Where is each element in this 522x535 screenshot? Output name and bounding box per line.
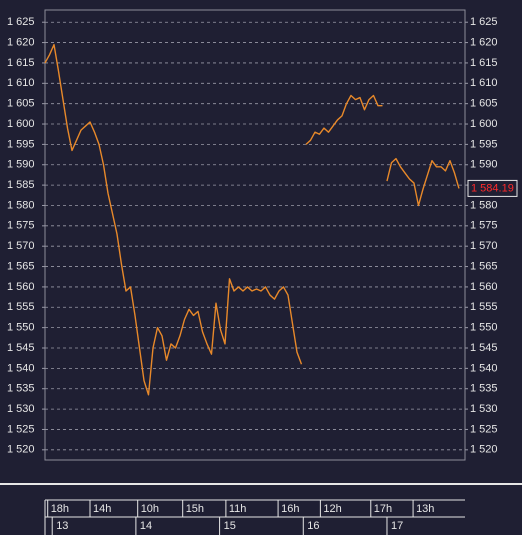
y-tick-label: 1 620 [7,36,35,48]
price-line [44,43,303,396]
y-tick-label: 1 595 [470,138,498,150]
y-tick-label: 1 580 [7,199,35,211]
x-tick-label: 10h [141,503,159,515]
y-tick-label: 1 530 [470,403,498,415]
date-label: 17 [391,520,403,532]
y-tick-label: 1 575 [470,220,498,232]
y-tick-label: 1 590 [470,159,498,171]
y-tick-label: 1 560 [470,281,498,293]
date-label: 14 [140,520,152,532]
y-tick-label: 1 565 [7,260,35,272]
y-tick-label: 1 615 [7,57,35,69]
price-line [386,157,460,207]
y-tick-label: 1 625 [470,16,498,28]
date-label: 16 [307,520,319,532]
y-tick-label: 1 580 [470,199,498,211]
y-tick-label: 1 570 [470,240,498,252]
x-tick-label: 11h [229,503,247,515]
last-price-box [467,179,518,197]
y-tick-label: 1 600 [7,118,35,130]
y-tick-label: 1 530 [7,403,35,415]
date-label: 15 [224,520,236,532]
y-tick-label: 1 570 [7,240,35,252]
y-tick-label: 1 560 [7,281,35,293]
y-tick-label: 1 545 [470,342,498,354]
y-tick-label: 1 545 [7,342,35,354]
y-tick-label: 1 620 [470,36,498,48]
y-tick-label: 1 610 [7,77,35,89]
y-tick-label: 1 555 [7,301,35,313]
y-tick-label: 1 550 [7,322,35,334]
y-tick-label: 1 615 [470,57,498,69]
plot-frame [44,9,466,461]
y-tick-label: 1 540 [470,362,498,374]
last-price-label: 1 584.19 [471,182,514,194]
x-tick-label: 13h [416,503,434,515]
x-tick-label: 12h [323,503,341,515]
x-tick-label: 16h [281,503,299,515]
x-tick-label: 15h [186,503,204,515]
y-tick-label: 1 590 [7,159,35,171]
x-tick-label: 18h [51,503,69,515]
y-tick-label: 1 555 [470,301,498,313]
price-line [305,94,383,145]
y-tick-label: 1 605 [7,98,35,110]
y-tick-label: 1 535 [7,383,35,395]
y-tick-label: 1 585 [7,179,35,191]
y-tick-label: 1 575 [7,220,35,232]
y-tick-label: 1 540 [7,362,35,374]
x-tick-label: 14h [93,503,111,515]
y-tick-label: 1 610 [470,77,498,89]
y-tick-label: 1 550 [470,322,498,334]
y-tick-label: 1 520 [470,444,498,456]
y-tick-label: 1 625 [7,16,35,28]
x-tick-label: 17h [374,503,392,515]
y-tick-label: 1 535 [470,383,498,395]
y-tick-label: 1 525 [470,423,498,435]
y-tick-label: 1 525 [7,423,35,435]
y-tick-label: 1 565 [470,260,498,272]
y-tick-label: 1 595 [7,138,35,150]
y-tick-label: 1 520 [7,444,35,456]
date-label: 13 [56,520,68,532]
y-tick-label: 1 605 [470,98,498,110]
y-tick-label: 1 600 [470,118,498,130]
